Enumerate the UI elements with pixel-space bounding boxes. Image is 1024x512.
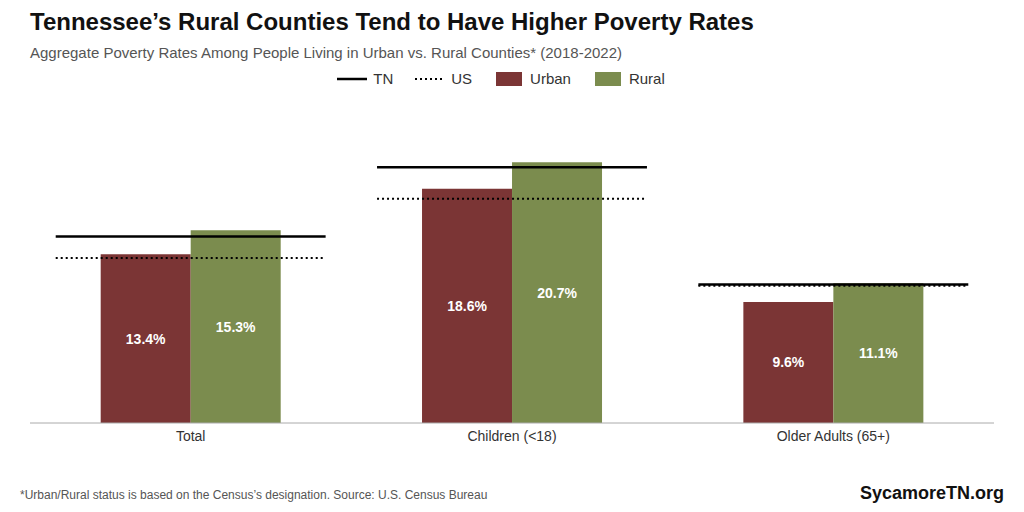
svg-text:15.3%: 15.3% [216, 319, 256, 335]
html-text:Tennessee’s Rural Counties Ten: Tennessee’s Rural Counties Tend to Have … [30, 8, 754, 35]
html-text:TN: TN [373, 70, 394, 87]
svg-text:Children (<18): Children (<18) [467, 428, 556, 444]
html-text:*Urban/Rural status is based o: *Urban/Rural status is based on the Cens… [20, 488, 488, 502]
svg-text:Total: Total [176, 428, 206, 444]
svg-text:20.7%: 20.7% [537, 285, 577, 301]
svg-text:Older Adults (65+): Older Adults (65+) [777, 428, 890, 444]
svg-text:13.4%: 13.4% [126, 331, 166, 347]
html-text:Aggregate Poverty Rates Among: Aggregate Poverty Rates Among People Liv… [30, 44, 622, 61]
html-text:SycamoreTN.org: SycamoreTN.org [860, 483, 1004, 503]
svg-text:11.1%: 11.1% [859, 345, 898, 361]
svg-text:9.6%: 9.6% [772, 354, 804, 370]
html-text:US: US [451, 70, 473, 87]
svg-text:18.6%: 18.6% [447, 298, 487, 314]
html-text:Rural: Rural [628, 70, 665, 87]
html-text:Urban: Urban [530, 70, 571, 87]
